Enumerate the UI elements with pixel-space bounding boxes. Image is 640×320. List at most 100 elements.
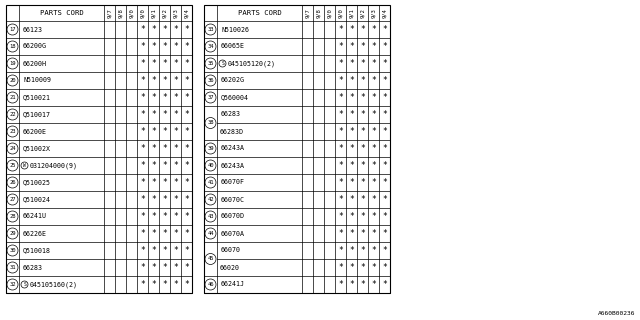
Text: *: * [184, 42, 189, 51]
Text: *: * [360, 195, 365, 204]
Text: *: * [184, 212, 189, 221]
Text: *: * [173, 229, 178, 238]
Text: *: * [140, 195, 145, 204]
Text: *: * [140, 76, 145, 85]
Text: *: * [173, 127, 178, 136]
Text: *: * [371, 25, 376, 34]
Text: *: * [338, 93, 343, 102]
Text: *: * [382, 161, 387, 170]
Text: 24: 24 [9, 146, 16, 151]
Text: 20: 20 [9, 78, 16, 83]
Text: N510026: N510026 [221, 27, 249, 33]
Text: *: * [140, 25, 145, 34]
Text: *: * [184, 280, 189, 289]
Text: 9/0: 9/0 [338, 8, 343, 18]
Text: *: * [338, 161, 343, 170]
Text: *: * [140, 212, 145, 221]
Text: *: * [140, 178, 145, 187]
Text: 27: 27 [9, 197, 16, 202]
Text: *: * [184, 229, 189, 238]
Text: *: * [173, 110, 178, 119]
Text: *: * [349, 76, 354, 85]
Text: *: * [140, 229, 145, 238]
Text: *: * [360, 59, 365, 68]
Text: *: * [382, 195, 387, 204]
Text: *: * [371, 195, 376, 204]
Text: *: * [349, 144, 354, 153]
Text: *: * [371, 212, 376, 221]
Text: 66200E: 66200E [23, 129, 47, 134]
Text: 23: 23 [9, 129, 16, 134]
Text: *: * [371, 246, 376, 255]
Text: 46: 46 [207, 282, 214, 287]
Text: *: * [371, 161, 376, 170]
Text: 9/4: 9/4 [382, 8, 387, 18]
Text: *: * [184, 25, 189, 34]
Text: *: * [151, 144, 156, 153]
Text: 9/1: 9/1 [151, 8, 156, 18]
Text: *: * [338, 246, 343, 255]
Bar [204, 5, 390, 293]
Text: *: * [338, 229, 343, 238]
Text: *: * [151, 59, 156, 68]
Bar [6, 5, 192, 293]
Text: *: * [173, 25, 178, 34]
Text: 25: 25 [9, 163, 16, 168]
Text: *: * [151, 76, 156, 85]
Text: Q510021: Q510021 [23, 94, 51, 100]
Text: 9/8: 9/8 [118, 8, 123, 18]
Text: *: * [382, 59, 387, 68]
Text: *: * [360, 280, 365, 289]
Text: S: S [221, 61, 224, 66]
Text: *: * [349, 246, 354, 255]
Text: *: * [184, 246, 189, 255]
Text: *: * [338, 127, 343, 136]
Text: *: * [140, 246, 145, 255]
Text: 38: 38 [207, 121, 214, 125]
Text: 9/2: 9/2 [360, 8, 365, 18]
Text: *: * [360, 42, 365, 51]
Text: *: * [173, 76, 178, 85]
Text: 9/3: 9/3 [371, 8, 376, 18]
Text: *: * [173, 42, 178, 51]
Text: 9/3: 9/3 [173, 8, 178, 18]
Text: *: * [184, 93, 189, 102]
Text: *: * [151, 229, 156, 238]
Text: *: * [360, 263, 365, 272]
Text: 9/1: 9/1 [349, 8, 354, 18]
Text: 66200H: 66200H [23, 60, 47, 67]
Text: 41: 41 [207, 180, 214, 185]
Text: *: * [151, 127, 156, 136]
Text: *: * [173, 178, 178, 187]
Text: *: * [338, 178, 343, 187]
Text: 18: 18 [9, 44, 16, 49]
Text: *: * [349, 280, 354, 289]
Text: *: * [360, 246, 365, 255]
Text: *: * [338, 144, 343, 153]
Text: *: * [371, 110, 376, 119]
Text: *: * [371, 127, 376, 136]
Text: N510009: N510009 [23, 77, 51, 84]
Text: 19: 19 [9, 61, 16, 66]
Text: *: * [360, 229, 365, 238]
Text: 29: 29 [9, 231, 16, 236]
Text: 9/0: 9/0 [327, 8, 332, 18]
Text: 66243A: 66243A [221, 163, 245, 169]
Text: *: * [151, 178, 156, 187]
Text: *: * [173, 93, 178, 102]
Text: 37: 37 [207, 95, 214, 100]
Text: *: * [338, 25, 343, 34]
Text: *: * [349, 178, 354, 187]
Text: *: * [349, 127, 354, 136]
Text: *: * [184, 144, 189, 153]
Text: *: * [382, 263, 387, 272]
Text: 66283D: 66283D [220, 129, 244, 134]
Text: 031204000(9): 031204000(9) [30, 162, 78, 169]
Text: 42: 42 [207, 197, 214, 202]
Text: *: * [140, 144, 145, 153]
Text: *: * [382, 229, 387, 238]
Text: *: * [382, 25, 387, 34]
Text: *: * [382, 93, 387, 102]
Text: 66226E: 66226E [23, 230, 47, 236]
Text: *: * [338, 76, 343, 85]
